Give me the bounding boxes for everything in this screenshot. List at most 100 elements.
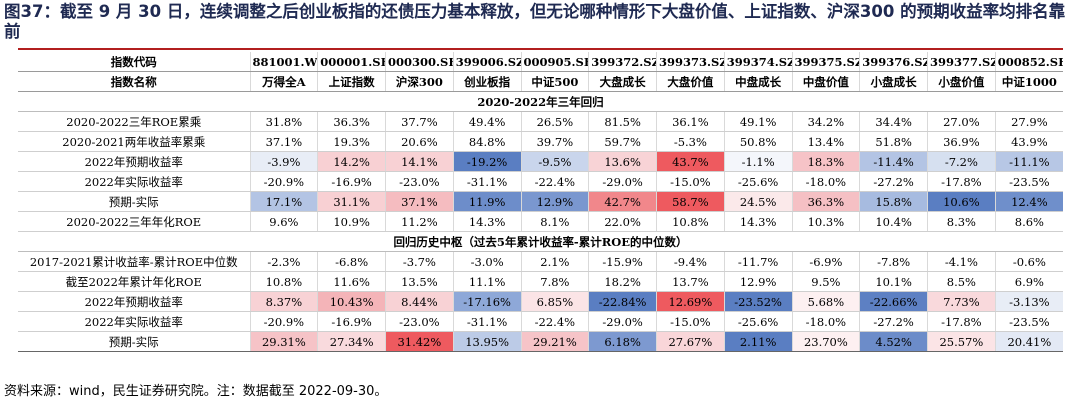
header-name: 小盘成长	[859, 71, 928, 92]
value-cell: -11.7%	[723, 251, 792, 272]
value-cell: -6.8%	[317, 251, 386, 272]
value-cell: 31.1%	[317, 191, 386, 212]
value-cell: -16.9%	[317, 311, 386, 332]
value-cell: 43.9%	[994, 131, 1063, 152]
value-cell: 34.2%	[791, 111, 860, 132]
value-cell: 36.9%	[927, 131, 996, 152]
value-cell: -3.13%	[994, 291, 1063, 312]
value-cell: -22.4%	[520, 171, 589, 192]
value-cell: 37.7%	[385, 111, 454, 132]
value-cell: -22.84%	[588, 291, 657, 312]
header-name: 小盘价值	[927, 71, 996, 92]
header-code: 000001.SH	[317, 52, 386, 72]
row-label: 2022年预期收益率	[18, 151, 250, 172]
value-cell: -11.1%	[994, 151, 1063, 172]
value-cell: -19.2%	[452, 151, 521, 172]
table-top-rule	[18, 48, 1063, 50]
value-cell: 10.3%	[791, 211, 860, 232]
value-cell: -29.0%	[588, 171, 657, 192]
value-cell: 49.4%	[452, 111, 521, 132]
value-cell: 10.8%	[249, 271, 318, 292]
header-name: 中盘成长	[723, 71, 792, 92]
value-cell: 6.85%	[520, 291, 589, 312]
value-cell: 15.8%	[859, 191, 928, 212]
value-cell: 36.3%	[317, 111, 386, 132]
value-cell: 8.44%	[385, 291, 454, 312]
value-cell: 11.1%	[452, 271, 521, 292]
value-cell: -20.9%	[249, 171, 318, 192]
value-cell: 12.9%	[723, 271, 792, 292]
header-name: 创业板指	[452, 71, 521, 92]
value-cell: 13.7%	[656, 271, 725, 292]
row-label: 2020-2022三年年化ROE	[18, 211, 250, 232]
value-cell: 2.11%	[723, 331, 792, 352]
value-cell: 6.18%	[588, 331, 657, 352]
value-cell: -22.4%	[520, 311, 589, 332]
section-title-row: 回归历史中枢（过去5年累计收益率-累计ROE的中位数）	[18, 231, 1063, 252]
value-cell: 37.1%	[249, 131, 318, 152]
header-name: 大盘成长	[588, 71, 657, 92]
value-cell: -20.9%	[249, 311, 318, 332]
table-row: 2020-2021两年收益率累乘 37.1% 19.3% 20.6% 84.8% 39.7…	[18, 131, 1063, 152]
header-name: 上证指数	[317, 71, 386, 92]
value-cell: 31.8%	[249, 111, 318, 132]
value-cell: -25.6%	[723, 311, 792, 332]
value-cell: -6.9%	[791, 251, 860, 272]
value-cell: 10.9%	[317, 211, 386, 232]
header-codes-label: 指数代码	[18, 52, 250, 72]
value-cell: 51.8%	[859, 131, 928, 152]
value-cell: 39.7%	[520, 131, 589, 152]
value-cell: 13.6%	[588, 151, 657, 172]
value-cell: 13.5%	[385, 271, 454, 292]
value-cell: 27.67%	[656, 331, 725, 352]
value-cell: -3.7%	[385, 251, 454, 272]
section-title: 回归历史中枢（过去5年累计收益率-累计ROE的中位数）	[18, 231, 1063, 252]
table-row: 预期-实际 17.1% 31.1% 37.1% 11.9% 12.9% 42.7% 58.7%…	[18, 191, 1063, 212]
row-label: 2020-2022三年ROE累乘	[18, 111, 250, 132]
header-code: 399373.SZ	[656, 52, 725, 72]
value-cell: 34.4%	[859, 111, 928, 132]
value-cell: -9.4%	[656, 251, 725, 272]
value-cell: 42.7%	[588, 191, 657, 212]
header-code: 399376.SZ	[859, 52, 928, 72]
value-cell: 5.68%	[791, 291, 860, 312]
value-cell: -23.5%	[994, 311, 1063, 332]
value-cell: -18.0%	[791, 171, 860, 192]
header-code: 399006.SZ	[452, 52, 521, 72]
table-row: 2017-2021累计收益率-累计ROE中位数 -2.3% -6.8% -3.7% -3…	[18, 251, 1063, 272]
table-row: 2020-2022三年ROE累乘 31.8% 36.3% 37.7% 49.4% 26.5…	[18, 111, 1063, 132]
value-cell: 10.1%	[859, 271, 928, 292]
row-label: 截至2022年累计年化ROE	[18, 271, 250, 292]
value-cell: 24.5%	[723, 191, 792, 212]
value-cell: 43.7%	[656, 151, 725, 172]
value-cell: 37.1%	[385, 191, 454, 212]
value-cell: 10.4%	[859, 211, 928, 232]
value-cell: 14.3%	[452, 211, 521, 232]
value-cell: -4.1%	[927, 251, 996, 272]
value-cell: -7.8%	[859, 251, 928, 272]
value-cell: 49.1%	[723, 111, 792, 132]
header-code: 399377.SZ	[927, 52, 996, 72]
value-cell: -23.0%	[385, 171, 454, 192]
row-label: 2022年实际收益率	[18, 171, 250, 192]
value-cell: -7.2%	[927, 151, 996, 172]
row-label: 2020-2021两年收益率累乘	[18, 131, 250, 152]
value-cell: 14.2%	[317, 151, 386, 172]
value-cell: -25.6%	[723, 171, 792, 192]
value-cell: 14.1%	[385, 151, 454, 172]
value-cell: 20.6%	[385, 131, 454, 152]
value-cell: -2.3%	[249, 251, 318, 272]
value-cell: 18.3%	[791, 151, 860, 172]
value-cell: 84.8%	[452, 131, 521, 152]
header-code: 399375.SZ	[791, 52, 860, 72]
value-cell: 27.0%	[927, 111, 996, 132]
value-cell: -3.9%	[249, 151, 318, 172]
value-cell: 9.6%	[249, 211, 318, 232]
value-cell: -11.4%	[859, 151, 928, 172]
value-cell: 11.6%	[317, 271, 386, 292]
value-cell: 4.52%	[859, 331, 928, 352]
value-cell: 11.2%	[385, 211, 454, 232]
header-name: 中盘价值	[791, 71, 860, 92]
value-cell: 13.95%	[452, 331, 521, 352]
value-cell: -27.2%	[859, 171, 928, 192]
